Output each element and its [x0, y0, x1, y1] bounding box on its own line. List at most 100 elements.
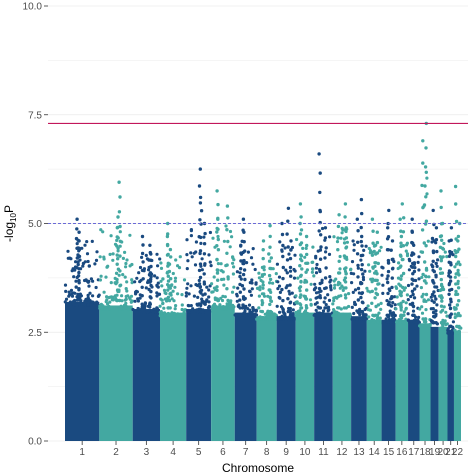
peak-point: [299, 306, 303, 310]
peak-point: [449, 300, 453, 304]
snp-point: [352, 248, 356, 252]
peak-point: [199, 209, 204, 213]
snp-point: [284, 268, 288, 272]
snp-point: [434, 312, 438, 316]
peak-point: [390, 257, 394, 262]
snp-point: [344, 272, 348, 276]
snp-point: [197, 278, 201, 283]
snp-point: [200, 257, 204, 261]
peak-point: [375, 240, 380, 245]
snp-point: [411, 309, 416, 313]
peak-point: [323, 236, 328, 240]
peak-point: [361, 272, 365, 276]
snp-point: [313, 282, 317, 286]
snp-point: [257, 276, 261, 280]
peak-point: [202, 282, 207, 286]
snp-point: [277, 295, 281, 300]
x-tick-label: 10: [299, 447, 311, 458]
peak-point: [337, 271, 341, 275]
peak-point: [410, 289, 415, 293]
peak-point: [399, 277, 403, 281]
peak-point: [261, 256, 265, 261]
peak-point: [216, 217, 220, 221]
snp-point: [166, 313, 170, 317]
snp-point: [187, 292, 191, 296]
snp-point: [66, 256, 70, 260]
peak-point: [116, 257, 120, 261]
snp-point: [94, 285, 98, 290]
peak-point: [268, 295, 272, 299]
peak-point: [225, 204, 230, 208]
peak-point: [260, 301, 265, 305]
snp-point: [372, 320, 376, 324]
peak-point: [432, 290, 436, 294]
snp-point: [145, 310, 149, 314]
snp-point: [314, 308, 318, 312]
snp-point: [200, 297, 204, 301]
peak-point: [281, 276, 285, 281]
peak-point: [285, 271, 289, 275]
snp-point: [143, 301, 147, 305]
peak-point: [242, 258, 246, 263]
snp-point: [251, 262, 255, 266]
snp-point: [350, 305, 354, 309]
peak-point: [115, 244, 119, 248]
snp-point: [301, 246, 305, 250]
snp-point: [156, 264, 160, 268]
chromosome-points-3: [131, 234, 162, 441]
data-points: [63, 121, 463, 441]
peak-point: [387, 287, 391, 291]
snp-point: [67, 290, 71, 294]
snp-point: [285, 317, 289, 321]
snp-point: [309, 302, 313, 306]
peak-point: [401, 299, 405, 304]
peak-point: [198, 249, 203, 253]
snp-point: [318, 311, 322, 315]
snp-point: [207, 305, 211, 309]
snp-point: [64, 289, 68, 293]
peak-point: [267, 288, 271, 292]
peak-point: [239, 267, 243, 271]
snp-point: [83, 300, 87, 304]
snp-point: [407, 268, 411, 272]
snp-point: [249, 256, 254, 260]
snp-point: [261, 286, 265, 290]
peak-point: [169, 255, 173, 259]
peak-point: [337, 259, 341, 263]
snp-point: [238, 271, 242, 275]
peak-point: [75, 217, 79, 221]
snp-point: [248, 308, 252, 312]
peak-point: [424, 292, 429, 297]
peak-point: [344, 286, 348, 290]
peak-point: [431, 280, 435, 284]
threshold-lines: [48, 122, 468, 224]
snp-point: [365, 286, 369, 290]
snp-point: [103, 307, 107, 311]
snp-point: [74, 260, 78, 264]
snp-point: [385, 277, 389, 281]
snp-point: [172, 311, 176, 315]
chromosome-points-19: [429, 208, 440, 441]
snp-point: [234, 313, 239, 317]
x-tick-label: 11: [318, 447, 329, 458]
snp-point: [156, 309, 160, 313]
peak-point: [198, 302, 202, 306]
x-tick-label: 2: [113, 447, 119, 458]
peak-point: [215, 244, 219, 248]
peak-point: [169, 291, 173, 295]
snp-point: [87, 279, 91, 283]
peak-point: [239, 251, 243, 255]
snp-point: [224, 224, 228, 228]
peak-point: [359, 267, 364, 272]
snp-point: [353, 302, 358, 307]
peak-point: [375, 230, 379, 234]
peak-point: [167, 298, 172, 303]
peak-point: [280, 232, 285, 237]
snp-point: [345, 240, 349, 244]
snp-point: [302, 294, 306, 298]
peak-point: [399, 313, 403, 317]
peak-point: [356, 275, 360, 279]
snp-point: [91, 279, 95, 283]
peak-point: [420, 228, 425, 232]
peak-point: [343, 215, 347, 219]
